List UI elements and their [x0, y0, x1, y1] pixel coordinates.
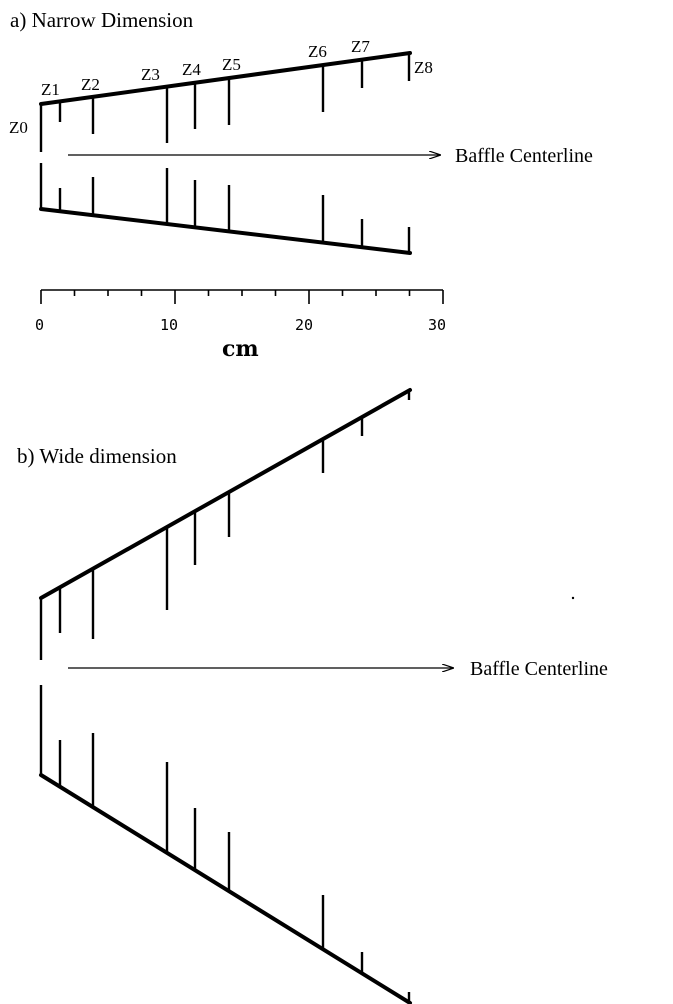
- panel-narrow-dimension: a) Narrow Dimension: [9, 8, 593, 255]
- scale-tick-label-10: 10: [160, 316, 178, 334]
- stray-dot: [571, 596, 575, 600]
- narrow-lower-wall: [39, 207, 412, 255]
- scale-ticks: [40, 290, 444, 304]
- panel-wide-dimension: b) Wide dimension: [17, 388, 608, 1004]
- wide-lower-probes: [58, 733, 411, 1002]
- narrow-lower-probes: [58, 168, 411, 253]
- scale-bar: 0 10 20 30 cm: [35, 289, 446, 362]
- narrow-upper-probes: [58, 53, 411, 143]
- zone-label-z3: Z3: [141, 65, 160, 84]
- scale-tick-label-20: 20: [295, 316, 313, 334]
- zone-label-z7: Z7: [351, 37, 370, 56]
- zone-label-z4: Z4: [182, 60, 201, 79]
- scale-tick-label-0: 0: [35, 316, 44, 334]
- wide-lower-wall: [39, 773, 412, 1004]
- panel-a-title: a) Narrow Dimension: [10, 8, 194, 32]
- narrow-centerline-label: Baffle Centerline: [455, 145, 593, 167]
- zone-label-z2: Z2: [81, 75, 100, 94]
- wide-centerline-label: Baffle Centerline: [470, 658, 608, 680]
- wide-upper-probes: [58, 391, 411, 639]
- scale-tick-label-30: 30: [428, 316, 446, 334]
- narrow-upper-wall: [39, 51, 412, 106]
- zone-label-z1: Z1: [41, 80, 60, 99]
- zone-label-z0: Z0: [9, 118, 28, 137]
- zone-label-z8: Z8: [414, 58, 433, 77]
- wide-upper-wall: [39, 388, 412, 600]
- zone-label-z6: Z6: [308, 42, 327, 61]
- zone-label-z5: Z5: [222, 55, 241, 74]
- scale-unit-label: cm: [222, 336, 259, 362]
- panel-b-title: b) Wide dimension: [17, 444, 177, 468]
